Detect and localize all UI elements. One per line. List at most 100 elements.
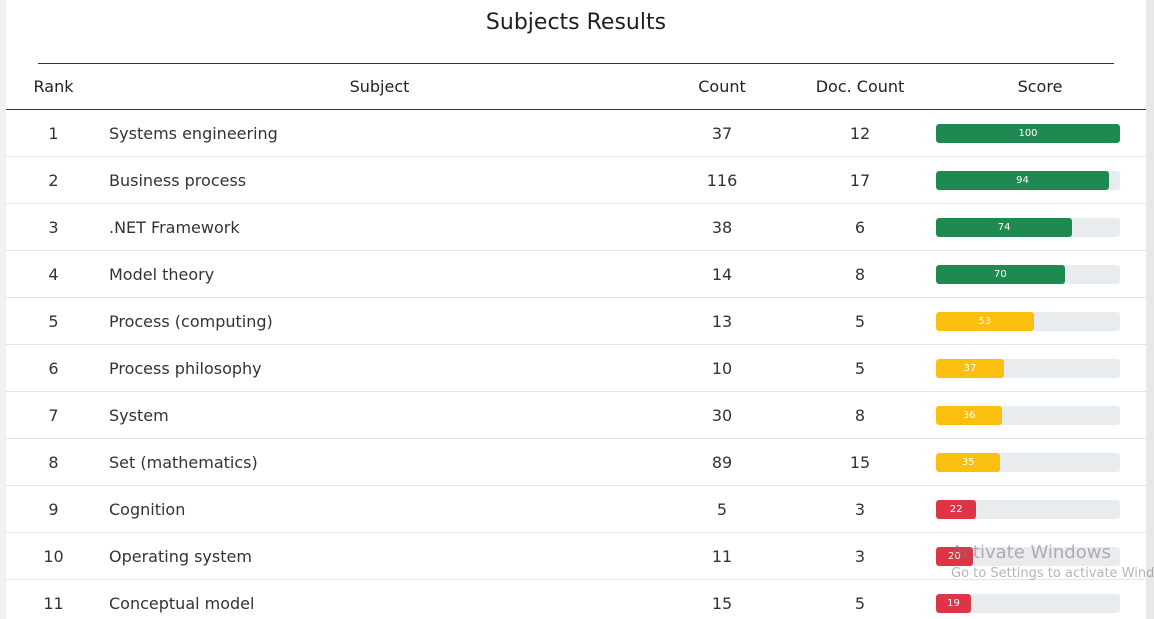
score-progress-bar: 94 <box>936 170 1120 190</box>
count-cell: 13 <box>658 297 786 345</box>
score-bar-fill: 100 <box>936 123 1120 143</box>
count-cell: 10 <box>658 344 786 392</box>
score-bar-fill: 36 <box>936 405 1003 425</box>
rank-cell: 6 <box>6 344 101 392</box>
score-bar-fill: 74 <box>936 217 1073 237</box>
results-panel: Subjects Results Rank Subject Count Doc.… <box>6 0 1146 619</box>
subject-cell: Process philosophy <box>101 344 658 392</box>
rank-cell: 5 <box>6 297 101 345</box>
score-cell: 74 <box>934 203 1146 251</box>
rank-cell: 10 <box>6 532 101 580</box>
subject-cell: Cognition <box>101 485 658 533</box>
rank-cell: 11 <box>6 579 101 619</box>
score-bar-fill: 35 <box>936 452 1001 472</box>
score-cell: 20 <box>934 532 1146 580</box>
doc-count-cell: 15 <box>786 438 934 486</box>
rank-cell: 8 <box>6 438 101 486</box>
doc-count-cell: 17 <box>786 156 934 204</box>
score-cell: 100 <box>934 109 1146 157</box>
score-bar-fill: 22 <box>936 499 977 519</box>
table-row[interactable]: 11 Conceptual model 15 5 19 <box>6 579 1146 619</box>
table-row[interactable]: 8 Set (mathematics) 89 15 35 <box>6 438 1146 486</box>
table-row[interactable]: 2 Business process 116 17 94 <box>6 156 1146 204</box>
doc-count-cell: 12 <box>786 109 934 157</box>
table-header-row: Rank Subject Count Doc. Count Score <box>6 64 1146 110</box>
count-cell: 5 <box>658 485 786 533</box>
doc-count-cell: 6 <box>786 203 934 251</box>
count-cell: 15 <box>658 579 786 619</box>
doc-count-cell: 3 <box>786 532 934 580</box>
score-cell: 22 <box>934 485 1146 533</box>
subject-cell: Process (computing) <box>101 297 658 345</box>
doc-count-column-header[interactable]: Doc. Count <box>786 64 934 110</box>
score-progress-bar: 20 <box>936 546 1120 566</box>
count-cell: 14 <box>658 250 786 298</box>
rank-cell: 4 <box>6 250 101 298</box>
score-progress-bar: 37 <box>936 358 1120 378</box>
doc-count-cell: 5 <box>786 297 934 345</box>
score-cell: 19 <box>934 579 1146 619</box>
score-bar-fill: 37 <box>936 358 1005 378</box>
rank-cell: 2 <box>6 156 101 204</box>
rank-cell: 1 <box>6 109 101 157</box>
score-cell: 37 <box>934 344 1146 392</box>
score-cell: 94 <box>934 156 1146 204</box>
score-column-header[interactable]: Score <box>934 64 1146 110</box>
score-bar-fill: 53 <box>936 311 1034 331</box>
scrollbar-track[interactable] <box>1146 0 1154 619</box>
title-divider <box>38 63 1114 64</box>
table-body: 1 Systems engineering 37 12 100 2 Business pro… <box>6 109 1146 619</box>
count-cell: 30 <box>658 391 786 439</box>
rank-cell: 7 <box>6 391 101 439</box>
score-progress-bar: 74 <box>936 217 1120 237</box>
table-row[interactable]: 5 Process (computing) 13 5 53 <box>6 297 1146 345</box>
subject-cell: .NET Framework <box>101 203 658 251</box>
subject-cell: System <box>101 391 658 439</box>
page-title: Subjects Results <box>485 10 667 35</box>
score-cell: 53 <box>934 297 1146 345</box>
subject-cell: Operating system <box>101 532 658 580</box>
subject-cell: Model theory <box>101 250 658 298</box>
score-cell: 36 <box>934 391 1146 439</box>
subject-cell: Business process <box>101 156 658 204</box>
count-column-header[interactable]: Count <box>658 64 786 110</box>
score-bar-fill: 70 <box>936 264 1065 284</box>
rank-cell: 9 <box>6 485 101 533</box>
doc-count-cell: 5 <box>786 344 934 392</box>
table-row[interactable]: 1 Systems engineering 37 12 100 <box>6 109 1146 157</box>
table-row[interactable]: 10 Operating system 11 3 20 <box>6 532 1146 580</box>
score-cell: 70 <box>934 250 1146 298</box>
doc-count-cell: 5 <box>786 579 934 619</box>
table-row[interactable]: 7 System 30 8 36 <box>6 391 1146 439</box>
table-row[interactable]: 9 Cognition 5 3 22 <box>6 485 1146 533</box>
score-progress-bar: 36 <box>936 405 1120 425</box>
subjects-table: Rank Subject Count Doc. Count Score 1 Sys… <box>6 64 1146 619</box>
rank-column-header[interactable]: Rank <box>6 64 101 110</box>
count-cell: 89 <box>658 438 786 486</box>
rank-cell: 3 <box>6 203 101 251</box>
score-bar-fill: 20 <box>936 546 973 566</box>
score-progress-bar: 53 <box>936 311 1120 331</box>
score-cell: 35 <box>934 438 1146 486</box>
table-row[interactable]: 6 Process philosophy 10 5 37 <box>6 344 1146 392</box>
score-progress-bar: 100 <box>936 123 1120 143</box>
subject-cell: Conceptual model <box>101 579 658 619</box>
score-progress-bar: 19 <box>936 593 1120 613</box>
doc-count-cell: 3 <box>786 485 934 533</box>
score-progress-bar: 22 <box>936 499 1120 519</box>
subject-cell: Systems engineering <box>101 109 658 157</box>
table-row[interactable]: 3 .NET Framework 38 6 74 <box>6 203 1146 251</box>
doc-count-cell: 8 <box>786 391 934 439</box>
score-bar-fill: 94 <box>936 170 1109 190</box>
count-cell: 116 <box>658 156 786 204</box>
subject-column-header[interactable]: Subject <box>101 64 658 110</box>
score-bar-fill: 19 <box>936 593 971 613</box>
count-cell: 11 <box>658 532 786 580</box>
subject-cell: Set (mathematics) <box>101 438 658 486</box>
count-cell: 38 <box>658 203 786 251</box>
score-progress-bar: 35 <box>936 452 1120 472</box>
table-row[interactable]: 4 Model theory 14 8 70 <box>6 250 1146 298</box>
doc-count-cell: 8 <box>786 250 934 298</box>
score-progress-bar: 70 <box>936 264 1120 284</box>
count-cell: 37 <box>658 109 786 157</box>
